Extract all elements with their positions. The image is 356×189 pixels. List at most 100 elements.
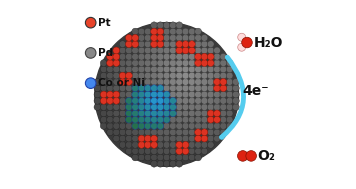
Circle shape — [106, 116, 114, 123]
Circle shape — [163, 85, 170, 92]
Circle shape — [157, 135, 164, 142]
Circle shape — [85, 48, 96, 58]
Circle shape — [151, 91, 157, 98]
Circle shape — [195, 154, 201, 161]
Circle shape — [195, 110, 201, 117]
Circle shape — [169, 97, 176, 104]
Circle shape — [214, 60, 220, 67]
Circle shape — [138, 28, 145, 35]
Circle shape — [126, 85, 132, 92]
Circle shape — [220, 78, 227, 85]
Circle shape — [145, 97, 151, 104]
Circle shape — [145, 129, 151, 136]
Circle shape — [207, 104, 214, 111]
Circle shape — [113, 110, 120, 117]
Circle shape — [188, 72, 195, 79]
Circle shape — [119, 85, 126, 92]
Circle shape — [169, 28, 176, 35]
Circle shape — [195, 60, 201, 67]
Text: Pt: Pt — [98, 18, 111, 28]
Circle shape — [100, 91, 107, 98]
Circle shape — [119, 66, 126, 73]
Circle shape — [151, 123, 157, 129]
Circle shape — [132, 123, 138, 129]
Circle shape — [163, 160, 170, 167]
Circle shape — [188, 110, 195, 117]
Circle shape — [138, 154, 145, 161]
Circle shape — [132, 60, 138, 67]
Circle shape — [195, 72, 201, 79]
Circle shape — [163, 66, 170, 73]
Circle shape — [119, 78, 126, 85]
Circle shape — [100, 97, 107, 104]
Circle shape — [176, 148, 183, 155]
Circle shape — [182, 53, 189, 60]
Circle shape — [182, 148, 189, 155]
Circle shape — [188, 135, 195, 142]
Circle shape — [157, 116, 164, 123]
Circle shape — [163, 123, 170, 129]
Circle shape — [169, 148, 176, 155]
Circle shape — [201, 41, 208, 48]
Circle shape — [201, 66, 208, 73]
Circle shape — [145, 104, 151, 111]
Circle shape — [106, 123, 114, 129]
Circle shape — [163, 97, 170, 104]
Circle shape — [195, 53, 201, 60]
Circle shape — [214, 104, 220, 111]
Circle shape — [138, 91, 145, 98]
Circle shape — [195, 47, 201, 54]
Circle shape — [145, 53, 151, 60]
Circle shape — [169, 129, 176, 136]
Circle shape — [94, 97, 101, 104]
Circle shape — [201, 78, 208, 85]
Circle shape — [182, 28, 189, 35]
Circle shape — [201, 104, 208, 111]
Circle shape — [176, 160, 183, 167]
Circle shape — [195, 78, 201, 85]
Circle shape — [169, 47, 176, 54]
Circle shape — [201, 34, 208, 41]
Circle shape — [232, 78, 239, 85]
Circle shape — [232, 104, 239, 111]
Circle shape — [145, 60, 151, 67]
Circle shape — [188, 148, 195, 155]
Circle shape — [100, 72, 107, 79]
Circle shape — [138, 97, 145, 104]
Circle shape — [113, 53, 120, 60]
Circle shape — [207, 85, 214, 92]
Circle shape — [113, 116, 120, 123]
Circle shape — [157, 34, 164, 41]
Circle shape — [151, 53, 157, 60]
Circle shape — [151, 135, 157, 142]
Circle shape — [132, 34, 138, 41]
Circle shape — [195, 85, 201, 92]
Circle shape — [238, 33, 246, 41]
Circle shape — [106, 91, 114, 98]
Circle shape — [195, 116, 201, 123]
Circle shape — [85, 78, 96, 88]
Circle shape — [220, 53, 227, 60]
Circle shape — [169, 160, 176, 167]
Circle shape — [151, 148, 157, 155]
Circle shape — [119, 104, 126, 111]
Circle shape — [132, 110, 138, 117]
Circle shape — [169, 66, 176, 73]
Circle shape — [163, 47, 170, 54]
Circle shape — [157, 22, 164, 29]
Circle shape — [119, 135, 126, 142]
Circle shape — [126, 148, 132, 155]
Circle shape — [113, 129, 120, 136]
Circle shape — [113, 104, 120, 111]
Circle shape — [237, 151, 248, 161]
Circle shape — [207, 41, 214, 48]
Circle shape — [145, 110, 151, 117]
Circle shape — [220, 104, 227, 111]
Circle shape — [182, 66, 189, 73]
Circle shape — [195, 28, 201, 35]
Circle shape — [182, 85, 189, 92]
Circle shape — [145, 41, 151, 48]
Circle shape — [119, 123, 126, 129]
Circle shape — [119, 91, 126, 98]
Circle shape — [157, 78, 164, 85]
